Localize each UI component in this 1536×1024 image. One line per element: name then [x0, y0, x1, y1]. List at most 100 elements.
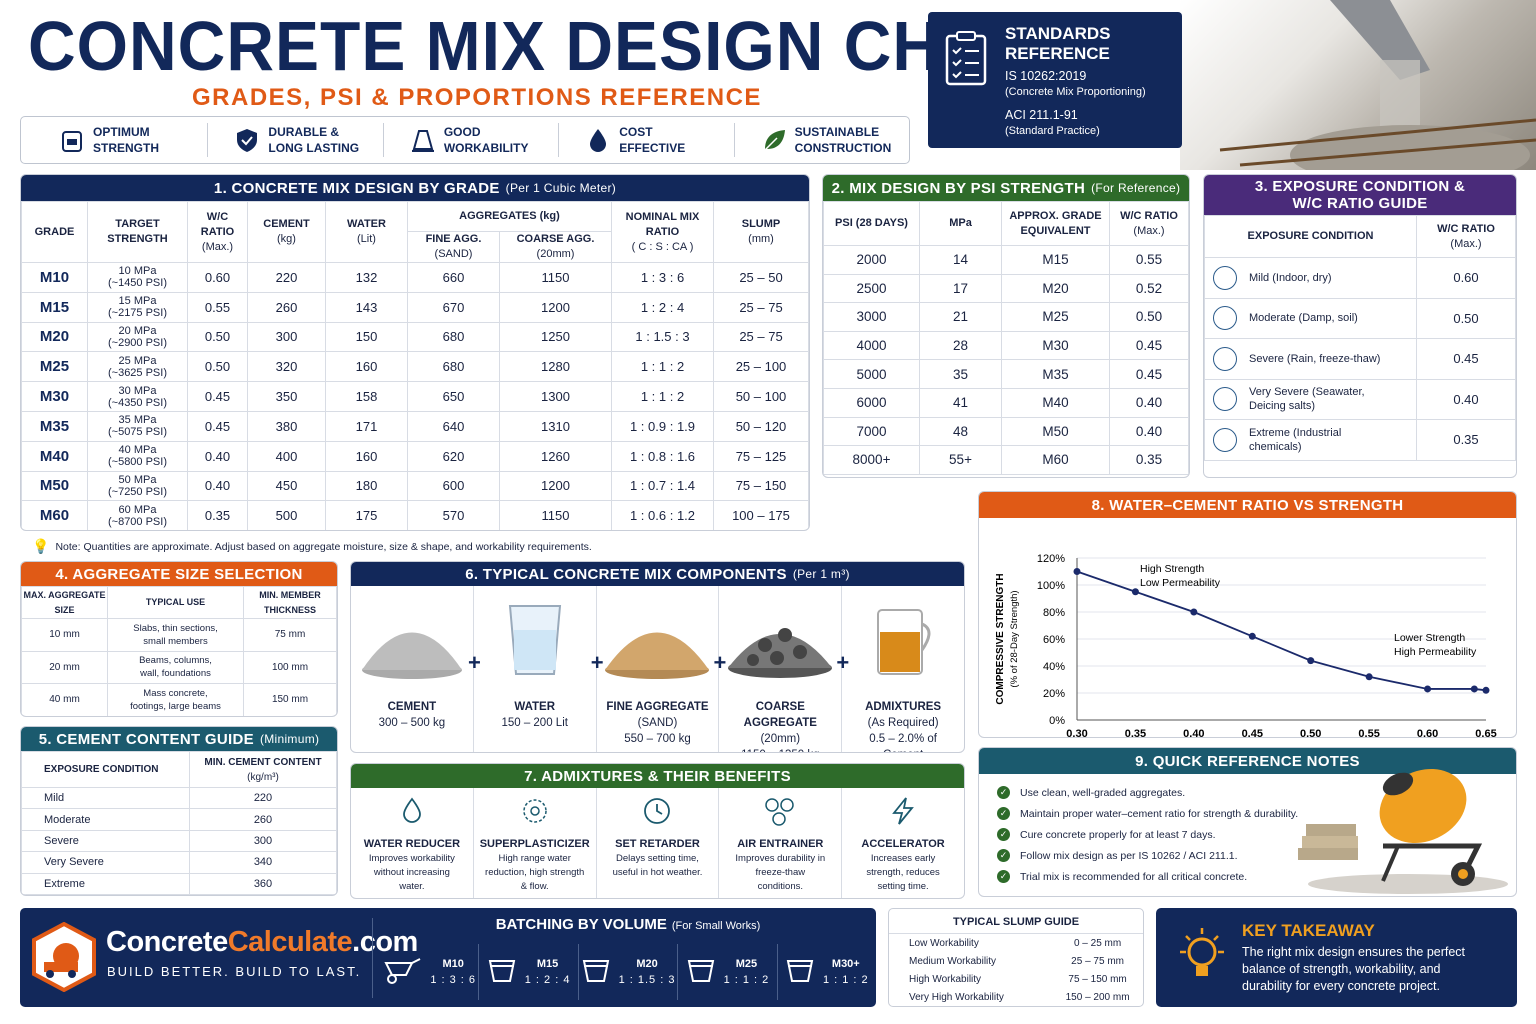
x-tick-label: 0.45	[1242, 728, 1263, 738]
slump-range-cell: 0 – 25 mm	[1073, 937, 1122, 949]
col-nominal-mix: NOMINAL MIX RATIO( C : S : CA )	[611, 201, 714, 263]
col-member-thickness: MIN. MEMBER THICKNESS	[243, 586, 337, 619]
cement-mixer-image	[1288, 756, 1508, 894]
col-slump: SLUMP (mm)	[713, 201, 809, 263]
list-item: ✓ Cure concrete properly for at least 7 d…	[997, 824, 1516, 845]
annotation-high-permeability: High Permeability	[1394, 646, 1477, 658]
component-image	[842, 600, 964, 685]
mpa-cell: 35	[919, 359, 1002, 389]
batch-ratio: 1 : 1.5 : 3	[618, 974, 676, 986]
component-detail-2: 550 – 700 kg	[624, 733, 691, 745]
plus-icon: +	[590, 650, 604, 675]
table-row: 4000 28 M30 0.45	[823, 330, 1189, 361]
wc-cell: 0.40	[187, 440, 248, 472]
check-icon: ✓	[997, 870, 1010, 883]
coarse-agg-cell: 1260	[499, 440, 612, 472]
plus-icon: +	[467, 650, 481, 675]
cement-cell: 220	[189, 786, 337, 810]
wc-cell: 0.50	[1416, 297, 1516, 339]
table-6-subtitle: (Per 1 m³)	[792, 567, 850, 581]
slump-cell: 100 – 175	[713, 500, 809, 530]
col-cement-exposure: EXPOSURE CONDITION	[21, 751, 190, 788]
component-detail-3: Cement	[842, 747, 964, 752]
wc-cell: 0.50	[187, 351, 248, 383]
page-title: CONCRETE MIX DESIGN CHART	[28, 7, 1080, 85]
benefit-item: DURABLE & LONG LASTING	[208, 123, 384, 157]
mpa-cell: 41	[919, 387, 1002, 418]
y-tick-label: 20%	[1043, 688, 1065, 700]
cement-content-table: 5. CEMENT CONTENT GUIDE (Minimum) EXPOSUR…	[20, 726, 338, 896]
admixture-desc: High range water	[498, 853, 571, 864]
component-image	[474, 600, 596, 685]
exposure-cell: Moderate (Damp, soil)	[1204, 297, 1417, 339]
mpa-cell: 48	[919, 416, 1002, 447]
wc-cell: 0.45	[1416, 338, 1516, 380]
grade-cell: M35	[21, 410, 88, 442]
data-point	[1073, 568, 1081, 575]
check-icon: ✓	[997, 807, 1010, 820]
coarse-agg-cell: 1150	[499, 262, 612, 293]
mpa-cell: 14	[919, 245, 1002, 275]
mpa-cell: 55+	[919, 445, 1002, 475]
table-row: Mild 220	[21, 786, 337, 810]
plus-icon: +	[713, 650, 727, 675]
x-tick-label: 0.50	[1300, 728, 1321, 738]
list-item: ✓ Use clean, well-graded aggregates.	[997, 782, 1516, 803]
series-line	[1076, 570, 1487, 692]
cement-cell: 500	[247, 500, 326, 530]
benefit-label-2: STRENGTH	[93, 141, 159, 155]
psi-cell: 7000	[823, 416, 920, 447]
batch-ratio: 1 : 1 : 2	[822, 974, 869, 986]
x-tick-label: 0.60	[1417, 728, 1438, 738]
wheelbarrow-icon	[382, 955, 422, 990]
table-row: 8000+ 55+ M60 0.35	[823, 445, 1189, 475]
table-1-subtitle: (Per 1 Cubic Meter)	[505, 181, 617, 195]
component-name: COARSE AGGREGATE	[743, 701, 817, 729]
batching-title: BATCHING BY VOLUME (For Small Works)	[495, 916, 761, 933]
psi-cell: 2000	[823, 245, 920, 275]
water-cell: 150	[325, 321, 408, 353]
admixture-desc: Increases early	[870, 853, 936, 864]
mix-ratio-cell: 1 : 0.6 : 1.2	[611, 500, 714, 530]
table-7-title: 7. ADMIXTURES & THEIR BENEFITS	[524, 767, 791, 785]
table-5-title: 5. CEMENT CONTENT GUIDE	[38, 730, 254, 748]
standard-aci: ACI 211.1-91	[1005, 108, 1078, 122]
annotation-high-strength: High Strength	[1140, 563, 1204, 575]
col-target-strength: TARGET STRENGTH	[87, 201, 188, 263]
exposure-cell: Moderate	[21, 808, 190, 831]
col-coarse-agg: COARSE AGG. (20mm)	[499, 231, 612, 263]
table-1-header: 1. CONCRETE MIX DESIGN BY GRADE (Per 1 Cu…	[21, 175, 809, 201]
lightbulb-icon: 💡	[32, 538, 50, 554]
batch-item: M20 1 : 1.5 : 3	[579, 944, 679, 1000]
exposure-cell: Extreme	[21, 872, 190, 895]
table-row: Extreme (Industrial chemicals) 0.35	[1204, 419, 1516, 461]
slump-cell: 25 – 75	[713, 321, 809, 353]
wc-ratio-chart-panel: 8. WATER–CEMENT RATIO VS STRENGTH 0% 20% 4…	[978, 491, 1517, 738]
benefit-item: OPTIMUM STRENGTH	[21, 123, 209, 157]
wc-cell: 0.45	[1109, 330, 1189, 361]
water-cell: 160	[325, 440, 408, 472]
fine-agg-cell: 620	[407, 440, 500, 472]
exposure-cell: Very Severe	[21, 851, 190, 874]
cement-cell: 260	[247, 291, 326, 323]
table-row: M20 20 MPa (~2900 PSI) 0.50 300 150 680 1250…	[21, 321, 809, 353]
leaf-icon	[1213, 265, 1237, 290]
flask-icon	[1213, 427, 1237, 452]
agg-size-cell: 20 mm	[21, 650, 108, 684]
cement-cell: 300	[189, 829, 337, 853]
table-4-title: 4. AGGREGATE SIZE SELECTION	[55, 565, 303, 583]
component-image	[351, 600, 473, 685]
benefits-bar: OPTIMUM STRENGTH DURABLE & LONG LASTING GOOD…	[20, 116, 910, 164]
slump-range-cell: 150 – 200 mm	[1065, 991, 1130, 1003]
benefit-label: OPTIMUM	[93, 125, 150, 139]
water-cell: 160	[325, 351, 408, 383]
col-mpa: MPa	[919, 201, 1002, 246]
slump-cell: 50 – 100	[713, 381, 809, 412]
standard-is-desc: (Concrete Mix Proportioning)	[1005, 86, 1146, 98]
admixture-desc: Improves durability in	[735, 853, 826, 864]
component-name: WATER	[514, 701, 556, 713]
wc-cell: 0.50	[187, 321, 248, 353]
admixture-desc-3: conditions.	[757, 881, 803, 892]
cement-cell: 350	[247, 381, 326, 412]
col-exposure-wc: W/C RATIO (Max.)	[1416, 215, 1516, 258]
